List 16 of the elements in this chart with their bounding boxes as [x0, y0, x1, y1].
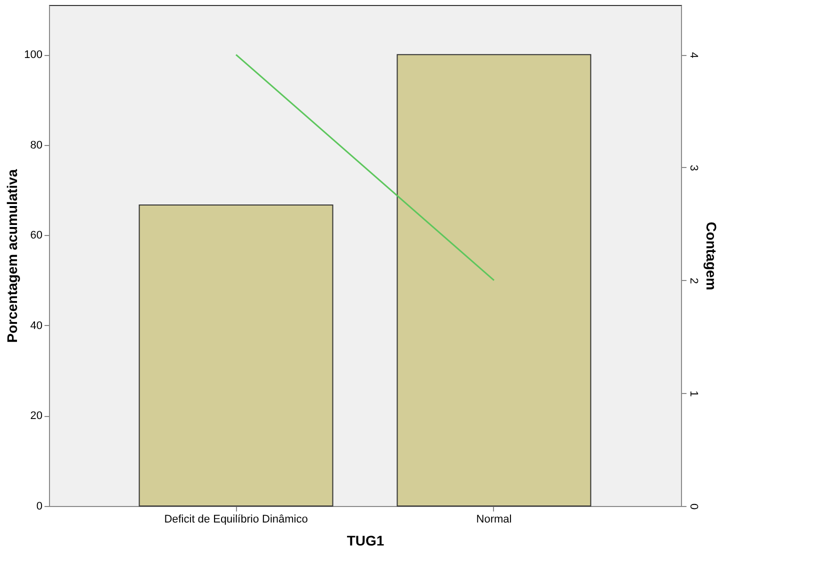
- y2-tick-label: 1: [688, 390, 700, 397]
- y2-tick-label: 2: [688, 278, 700, 284]
- y2-tick-label: 0: [688, 503, 700, 510]
- x-tick-label: Normal: [476, 514, 512, 526]
- x-tick-label: Deficit de Equilíbrio Dinâmico: [164, 514, 308, 526]
- y2-tick-label: 4: [688, 52, 700, 58]
- y2-tick-label: 3: [688, 164, 700, 172]
- y-tick-label: 80: [30, 139, 42, 152]
- y-tick-label: 100: [24, 49, 42, 62]
- x-axis-title: TUG1: [346, 532, 384, 548]
- y-tick-label: 60: [30, 230, 42, 242]
- y2-axis-title: Contagem: [704, 222, 720, 290]
- y-tick-label: 0: [36, 500, 42, 512]
- y-axis-title: Porcentagem acumulativa: [4, 169, 20, 343]
- y-tick-label: 40: [30, 320, 42, 332]
- y-tick-label: 20: [30, 410, 42, 422]
